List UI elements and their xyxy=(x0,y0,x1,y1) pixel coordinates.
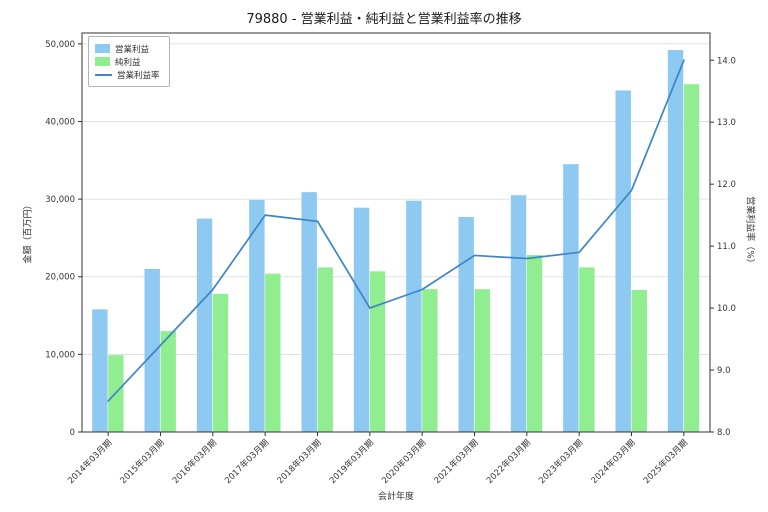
bar-operating-profit xyxy=(615,90,631,433)
bar-net-profit xyxy=(317,267,333,432)
bar-operating-profit xyxy=(353,207,370,432)
bar-net-profit xyxy=(212,293,229,432)
x-tick-label: 2014年03月期 xyxy=(66,437,115,486)
bar-operating-profit xyxy=(667,50,684,432)
y-axis-label-left: 金額（百万円） xyxy=(23,200,34,264)
y-tick-label-right: 9.0 xyxy=(717,366,731,376)
x-tick-label: 2016年03月期 xyxy=(170,437,219,486)
bar-net-profit xyxy=(579,267,595,432)
y-tick-label-right: 14.0 xyxy=(717,56,736,66)
legend-label-operating-profit: 営業利益 xyxy=(115,44,150,55)
y-tick-label-right: 10.0 xyxy=(717,304,736,314)
bar-net-profit xyxy=(526,255,543,432)
bar-net-profit xyxy=(369,271,386,432)
y-tick-label-right: 12.0 xyxy=(717,180,736,190)
legend-label-operating-margin: 営業利益率 xyxy=(117,70,160,81)
legend: 営業利益 純利益 営業利益率 xyxy=(88,36,170,87)
y-axis-label-right: 営業利益率（%） xyxy=(744,196,755,268)
x-tick-label: 2017年03月期 xyxy=(223,437,272,486)
y-tick-label-right: 11.0 xyxy=(717,242,736,252)
x-tick-label: 2024年03月期 xyxy=(589,437,638,486)
bar-net-profit xyxy=(683,84,700,432)
legend-item-net-profit: 純利益 xyxy=(95,55,160,68)
line-operating-margin xyxy=(107,59,685,402)
y-tick-label-right: 8.0 xyxy=(717,428,731,438)
legend-item-operating-margin: 営業利益率 xyxy=(95,68,160,81)
bar-operating-profit xyxy=(196,218,213,432)
bar-operating-profit xyxy=(563,164,579,432)
legend-swatch-operating-margin-icon xyxy=(95,73,112,76)
y-tick-label-right: 13.0 xyxy=(717,118,736,128)
bar-operating-profit xyxy=(406,200,422,432)
x-tick-label: 2021年03月期 xyxy=(432,437,481,486)
y-tick-label-left: 30,000 xyxy=(45,195,75,205)
bar-operating-profit xyxy=(144,268,160,432)
bar-operating-profit xyxy=(301,192,317,432)
y-tick-label-left: 20,000 xyxy=(45,273,75,283)
bar-operating-profit xyxy=(92,309,108,432)
x-tick-label: 2018年03月期 xyxy=(275,437,324,486)
x-tick-label: 2023年03月期 xyxy=(537,437,586,486)
bar-net-profit xyxy=(631,289,647,432)
bar-operating-profit xyxy=(510,195,527,432)
legend-label-net-profit: 純利益 xyxy=(115,57,141,68)
x-tick-label: 2022年03月期 xyxy=(484,437,533,486)
bar-operating-profit xyxy=(458,216,474,432)
chart-title: 79880 - 営業利益・純利益と営業利益率の推移 xyxy=(246,12,522,27)
x-tick-label: 2025年03月期 xyxy=(641,437,690,486)
x-tick-label: 2019年03月期 xyxy=(327,437,376,486)
legend-swatch-operating-profit-icon xyxy=(95,44,110,53)
bar-net-profit xyxy=(160,331,176,432)
x-tick-label: 2020年03月期 xyxy=(380,437,429,486)
plot-background xyxy=(82,33,710,432)
axes-spines xyxy=(81,32,711,433)
bar-operating-profit xyxy=(249,199,265,432)
y-tick-label-left: 10,000 xyxy=(45,350,75,360)
y-tick-label-left: 50,000 xyxy=(45,40,75,50)
legend-item-operating-profit: 営業利益 xyxy=(95,42,160,55)
y-tick-label-left: 0 xyxy=(70,428,75,438)
x-axis-label: 会計年度 xyxy=(377,492,414,502)
legend-swatch-net-profit-icon xyxy=(95,57,110,66)
y-tick-label-left: 40,000 xyxy=(45,117,75,127)
bar-net-profit xyxy=(422,289,438,432)
bar-net-profit xyxy=(474,289,490,432)
bar-net-profit xyxy=(265,273,281,432)
x-tick-label: 2015年03月期 xyxy=(118,437,167,486)
